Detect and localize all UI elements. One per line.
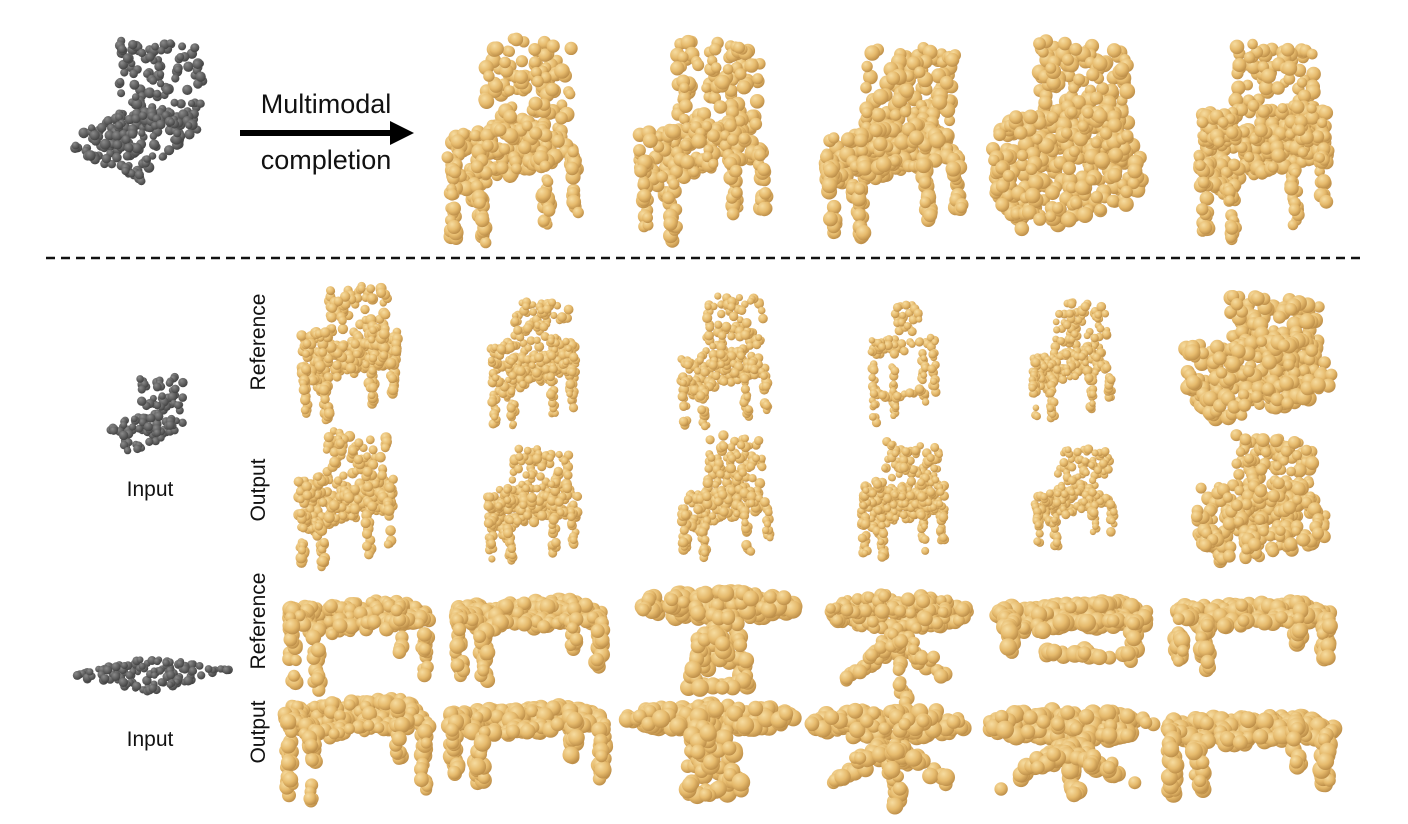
table-output-2 bbox=[440, 698, 614, 791]
chair-output-4 bbox=[856, 437, 950, 562]
chair-input-pointcloud bbox=[106, 372, 188, 455]
table-input-pointcloud bbox=[72, 656, 233, 696]
table-output-6 bbox=[1160, 708, 1343, 803]
arrow-label-line1: Multimodal bbox=[260, 89, 392, 119]
chair-input-label: Input bbox=[126, 478, 174, 501]
table-output-4 bbox=[804, 702, 972, 815]
chair-reference-1 bbox=[296, 281, 403, 425]
table-reference-6 bbox=[1167, 594, 1338, 678]
chair-output-5 bbox=[1030, 444, 1119, 551]
chair-output-row-label: Output bbox=[247, 458, 270, 522]
table-reference-1 bbox=[282, 594, 436, 697]
table-output-row-label: Output bbox=[247, 700, 270, 764]
top-output-1 bbox=[441, 32, 584, 249]
top-output-3 bbox=[818, 42, 969, 245]
top-output-2 bbox=[632, 34, 774, 248]
table-reference-4 bbox=[824, 588, 974, 710]
table-output-1 bbox=[277, 692, 437, 808]
chair-reference-2 bbox=[486, 297, 581, 430]
chair-output-1 bbox=[293, 427, 398, 572]
chair-reference-row-label: Reference bbox=[247, 293, 270, 391]
top-output-5 bbox=[1193, 38, 1335, 246]
chair-output-3 bbox=[676, 430, 775, 563]
table-output-5 bbox=[982, 702, 1161, 803]
top-input-pointcloud bbox=[70, 36, 208, 186]
chair-reference-4 bbox=[867, 300, 941, 428]
table-reference-5 bbox=[989, 593, 1154, 668]
table-output-3 bbox=[618, 696, 802, 805]
table-reference-2 bbox=[448, 592, 611, 689]
arrow-label-line2: completion bbox=[260, 145, 392, 175]
chair-reference-5 bbox=[1028, 298, 1116, 423]
table-reference-row-label: Reference bbox=[247, 572, 270, 670]
table-input-label: Input bbox=[126, 728, 174, 751]
table-reference-3 bbox=[634, 584, 803, 697]
chair-reference-6 bbox=[1178, 290, 1338, 427]
chair-output-6 bbox=[1190, 429, 1331, 569]
right-arrow-icon bbox=[240, 121, 414, 145]
chair-reference-3 bbox=[676, 292, 773, 431]
top-output-4 bbox=[986, 34, 1149, 237]
chair-output-2 bbox=[483, 444, 583, 565]
